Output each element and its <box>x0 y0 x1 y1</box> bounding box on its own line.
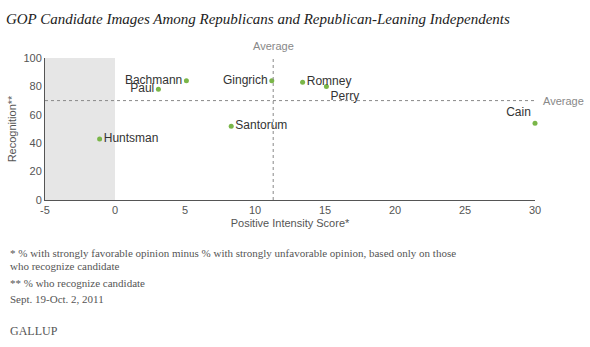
svg-text:100: 100 <box>23 52 41 64</box>
svg-text:5: 5 <box>182 204 188 216</box>
svg-text:20: 20 <box>389 204 401 216</box>
svg-text:* % with strongly favorable op: * % with strongly favorable opinion minu… <box>10 247 456 259</box>
svg-text:** % who recognize candidate: ** % who recognize candidate <box>10 277 145 289</box>
svg-text:Recognition**: Recognition** <box>6 95 18 162</box>
svg-text:Positive Intensity Score*: Positive Intensity Score* <box>231 217 350 229</box>
svg-text:20: 20 <box>30 165 42 177</box>
svg-text:Paul: Paul <box>130 81 154 95</box>
svg-text:10: 10 <box>249 204 261 216</box>
svg-text:Bachmann: Bachmann <box>125 73 182 87</box>
svg-text:Huntsman: Huntsman <box>104 131 159 145</box>
svg-text:GOP Candidate Images Among Rep: GOP Candidate Images Among Republicans a… <box>6 11 510 27</box>
svg-text:40: 40 <box>30 137 42 149</box>
svg-text:80: 80 <box>30 80 42 92</box>
svg-text:who recognize candidate: who recognize candidate <box>10 260 119 272</box>
svg-text:-5: -5 <box>40 204 50 216</box>
svg-text:15: 15 <box>319 204 331 216</box>
svg-text:Average: Average <box>543 95 584 107</box>
svg-text:Santorum: Santorum <box>235 118 287 132</box>
svg-text:Average: Average <box>253 40 294 52</box>
svg-text:60: 60 <box>30 109 42 121</box>
svg-text:0: 0 <box>112 204 118 216</box>
svg-text:Gingrich: Gingrich <box>223 73 268 87</box>
svg-text:25: 25 <box>459 204 471 216</box>
svg-text:Perry: Perry <box>331 89 360 103</box>
svg-text:Romney: Romney <box>307 74 352 88</box>
svg-text:Sept. 19-Oct. 2, 2011: Sept. 19-Oct. 2, 2011 <box>10 293 104 305</box>
svg-text:GALLUP: GALLUP <box>10 324 58 338</box>
svg-text:Cain: Cain <box>506 105 531 119</box>
svg-text:30: 30 <box>529 204 541 216</box>
svg-text:0: 0 <box>36 194 42 206</box>
